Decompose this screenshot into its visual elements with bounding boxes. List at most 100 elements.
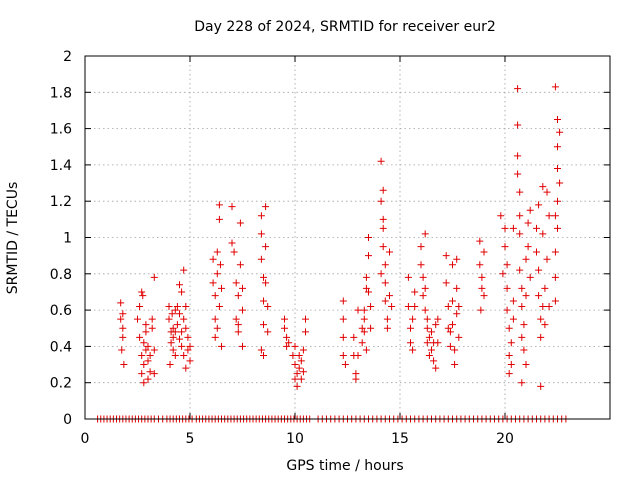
data-point: [404, 302, 412, 310]
data-point: [341, 361, 349, 369]
data-point: [478, 273, 486, 281]
data-point: [365, 234, 372, 241]
data-point: [442, 252, 450, 260]
data-point: [432, 321, 440, 329]
data-point: [176, 335, 183, 343]
x-tick-label: 0: [81, 431, 90, 447]
data-point: [281, 315, 288, 323]
data-point: [173, 302, 181, 310]
data-point: [260, 273, 267, 281]
data-point: [518, 302, 526, 310]
data-point: [213, 270, 221, 278]
data-point: [551, 273, 559, 281]
data-point: [211, 292, 219, 300]
data-point: [522, 255, 530, 263]
data-point: [178, 288, 186, 296]
data-point: [545, 212, 553, 220]
data-point: [182, 324, 190, 332]
data-point: [144, 357, 152, 365]
data-point: [211, 333, 219, 341]
data-point: [360, 328, 368, 336]
data-point: [383, 324, 391, 332]
data-point: [228, 203, 236, 211]
data-point: [421, 230, 429, 238]
data-point: [182, 302, 190, 310]
data-point: [232, 279, 240, 287]
data-point: [449, 297, 456, 305]
data-point: [239, 342, 246, 350]
data-point: [176, 310, 183, 318]
data-point: [236, 261, 244, 269]
y-tick-label: 0.6: [50, 303, 72, 319]
data-point: [148, 315, 156, 323]
data-point: [262, 243, 270, 251]
data-point: [169, 324, 177, 332]
data-point: [352, 375, 360, 383]
data-point: [432, 364, 440, 372]
data-point: [291, 361, 299, 369]
data-point: [423, 339, 431, 347]
data-point: [293, 382, 301, 390]
data-point: [142, 346, 150, 354]
data-point: [166, 361, 174, 369]
data-point: [388, 302, 396, 310]
data-point: [543, 188, 551, 196]
data-point: [295, 351, 303, 359]
data-point: [165, 302, 173, 310]
data-point: [186, 357, 194, 365]
data-point: [505, 351, 513, 359]
x-tick-label: 5: [186, 431, 195, 447]
data-point: [383, 315, 391, 323]
data-point: [411, 302, 419, 310]
data-point: [516, 188, 524, 196]
data-point: [297, 357, 305, 365]
data-point: [281, 324, 288, 332]
data-point: [505, 370, 513, 378]
data-point: [545, 302, 553, 310]
data-point: [417, 261, 425, 269]
data-point: [146, 368, 154, 376]
x-axis-ticks: 0 5 10 15 20: [81, 56, 514, 447]
data-point: [139, 292, 147, 300]
data-point: [421, 306, 429, 314]
data-point: [381, 297, 389, 305]
data-point: [140, 361, 148, 369]
data-point: [551, 297, 559, 305]
data-point: [524, 243, 532, 251]
data-point: [173, 321, 181, 329]
data-point: [180, 351, 188, 359]
data-point: [178, 328, 186, 336]
data-point: [509, 297, 517, 305]
data-point: [535, 201, 543, 209]
data-point: [262, 279, 270, 287]
data-point: [541, 321, 549, 329]
y-tick-label: 1.8: [50, 85, 72, 101]
data-point: [120, 361, 128, 369]
data-point: [446, 328, 454, 336]
data-point: [140, 339, 148, 347]
data-point: [362, 273, 370, 281]
data-point: [302, 328, 309, 336]
y-axis-label: SRMTID / TECUs: [5, 182, 21, 295]
data-point: [339, 315, 347, 323]
data-point: [509, 315, 517, 323]
data-point: [144, 375, 152, 383]
y-tick-label: 0.4: [50, 339, 72, 355]
data-point: [365, 252, 372, 260]
data-point: [516, 230, 524, 238]
data-point: [148, 324, 156, 332]
data-point: [168, 310, 176, 318]
data-point: [377, 157, 385, 165]
data-point: [535, 266, 543, 274]
data-point: [295, 364, 303, 372]
data-point: [518, 379, 526, 387]
data-point: [285, 339, 293, 347]
data-point: [428, 346, 435, 354]
data-point: [213, 248, 221, 256]
data-point: [554, 116, 561, 124]
data-point: [379, 224, 387, 232]
data-point: [419, 273, 427, 281]
data-point: [501, 243, 509, 251]
data-point: [176, 281, 183, 289]
